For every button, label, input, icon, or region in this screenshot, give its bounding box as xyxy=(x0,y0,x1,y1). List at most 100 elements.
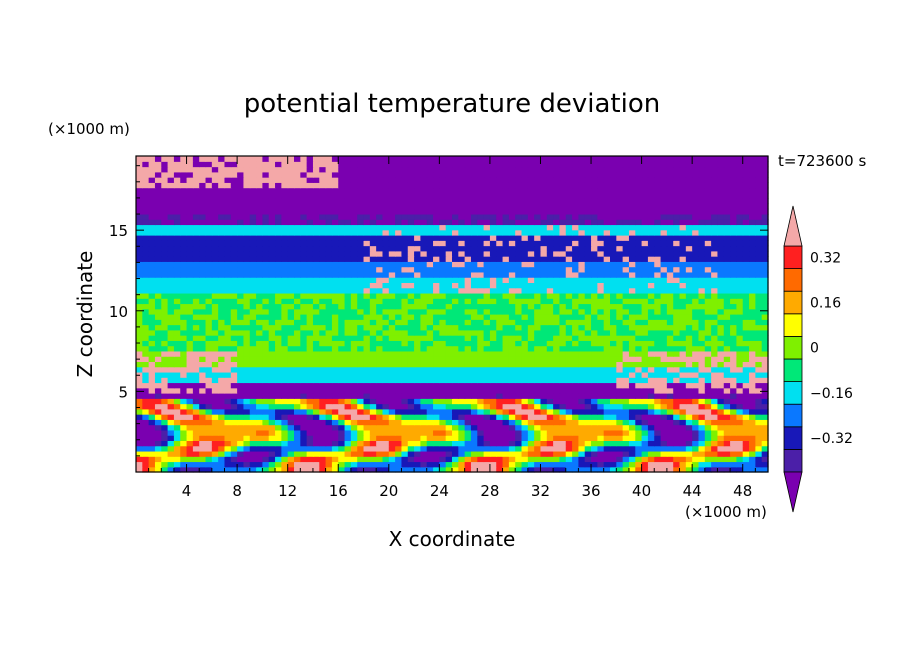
field-cell xyxy=(622,398,630,405)
field-cell xyxy=(483,240,491,247)
field-cell xyxy=(540,419,548,426)
field-cell xyxy=(559,377,567,384)
field-cell xyxy=(489,350,497,357)
field-cell xyxy=(546,424,554,431)
field-cell xyxy=(426,393,434,399)
field-cell xyxy=(565,361,573,368)
field-cell xyxy=(173,408,181,415)
field-cell xyxy=(136,398,143,405)
field-cell xyxy=(180,335,188,341)
field-cell xyxy=(572,445,579,452)
field-cell xyxy=(230,414,238,420)
field-cell xyxy=(666,277,674,283)
field-cell xyxy=(230,456,238,463)
field-cell xyxy=(382,229,390,236)
field-cell xyxy=(717,314,725,320)
field-cell xyxy=(553,371,561,378)
field-cell xyxy=(369,387,377,394)
field-cell xyxy=(515,361,523,368)
field-cell xyxy=(470,314,478,320)
field-cell xyxy=(730,250,737,257)
field-cell xyxy=(477,229,485,236)
field-cell xyxy=(319,213,327,220)
field-cell xyxy=(331,266,339,273)
field-cell xyxy=(376,213,384,220)
field-cell xyxy=(319,466,327,473)
field-cell xyxy=(224,377,232,384)
field-cell xyxy=(711,445,719,452)
field-cell xyxy=(167,287,175,294)
field-cell xyxy=(439,377,447,384)
field-cell xyxy=(559,324,567,331)
field-cell xyxy=(660,361,668,368)
field-cell xyxy=(635,356,643,362)
field-cell xyxy=(199,408,207,415)
field-cell xyxy=(344,429,352,436)
field-cell xyxy=(376,419,384,426)
field-cell xyxy=(148,414,156,420)
field-cell xyxy=(704,350,712,357)
field-cell xyxy=(224,329,232,336)
field-cell xyxy=(173,377,181,384)
field-cell xyxy=(603,240,611,247)
field-cell xyxy=(357,319,365,326)
field-cell xyxy=(433,303,440,310)
field-cell xyxy=(218,245,226,252)
field-cell xyxy=(338,229,346,236)
field-cell xyxy=(426,350,434,357)
field-cell xyxy=(698,298,706,305)
field-cell xyxy=(489,229,497,236)
field-cell xyxy=(199,266,207,273)
field-cell xyxy=(148,245,156,252)
field-cell xyxy=(470,240,478,247)
field-cell xyxy=(521,277,529,283)
field-cell xyxy=(635,456,643,463)
field-cell xyxy=(439,329,447,336)
field-cell xyxy=(489,403,497,410)
field-cell xyxy=(622,340,630,347)
field-cell xyxy=(363,250,371,257)
field-cell xyxy=(755,245,763,252)
field-cell xyxy=(591,350,598,357)
field-cell xyxy=(414,298,421,305)
field-cell xyxy=(749,219,756,226)
field-cell xyxy=(584,308,592,315)
field-cell xyxy=(319,324,327,331)
field-cell xyxy=(559,319,567,326)
field-cell xyxy=(698,377,706,384)
field-cell xyxy=(698,414,706,420)
field-cell xyxy=(142,456,150,463)
field-cell xyxy=(616,314,624,320)
field-cell xyxy=(249,398,257,405)
field-cell xyxy=(199,298,207,305)
field-cell xyxy=(610,250,617,257)
field-cell xyxy=(186,235,194,241)
field-cell xyxy=(717,440,725,447)
field-cell xyxy=(205,456,213,463)
field-cell xyxy=(628,213,636,220)
field-cell xyxy=(205,266,213,273)
field-cell xyxy=(477,435,485,441)
field-cell xyxy=(489,271,497,278)
field-cell xyxy=(426,387,434,394)
field-cell xyxy=(420,450,428,457)
field-cell xyxy=(736,271,744,278)
field-cell xyxy=(616,414,624,420)
field-cell xyxy=(401,350,409,357)
field-cell xyxy=(426,266,434,273)
field-cell xyxy=(534,435,542,441)
field-cell xyxy=(186,419,194,426)
field-cell xyxy=(666,361,674,368)
field-cell xyxy=(154,298,162,305)
field-cell xyxy=(489,282,497,289)
field-cell xyxy=(350,361,358,368)
field-cell xyxy=(565,356,573,362)
field-cell xyxy=(445,292,453,299)
field-cell xyxy=(508,235,516,241)
field-cell xyxy=(458,408,466,415)
field-cell xyxy=(540,456,548,463)
field-cell xyxy=(673,382,681,389)
field-cell xyxy=(546,398,554,405)
field-cell xyxy=(654,345,662,352)
field-cell xyxy=(262,424,270,431)
